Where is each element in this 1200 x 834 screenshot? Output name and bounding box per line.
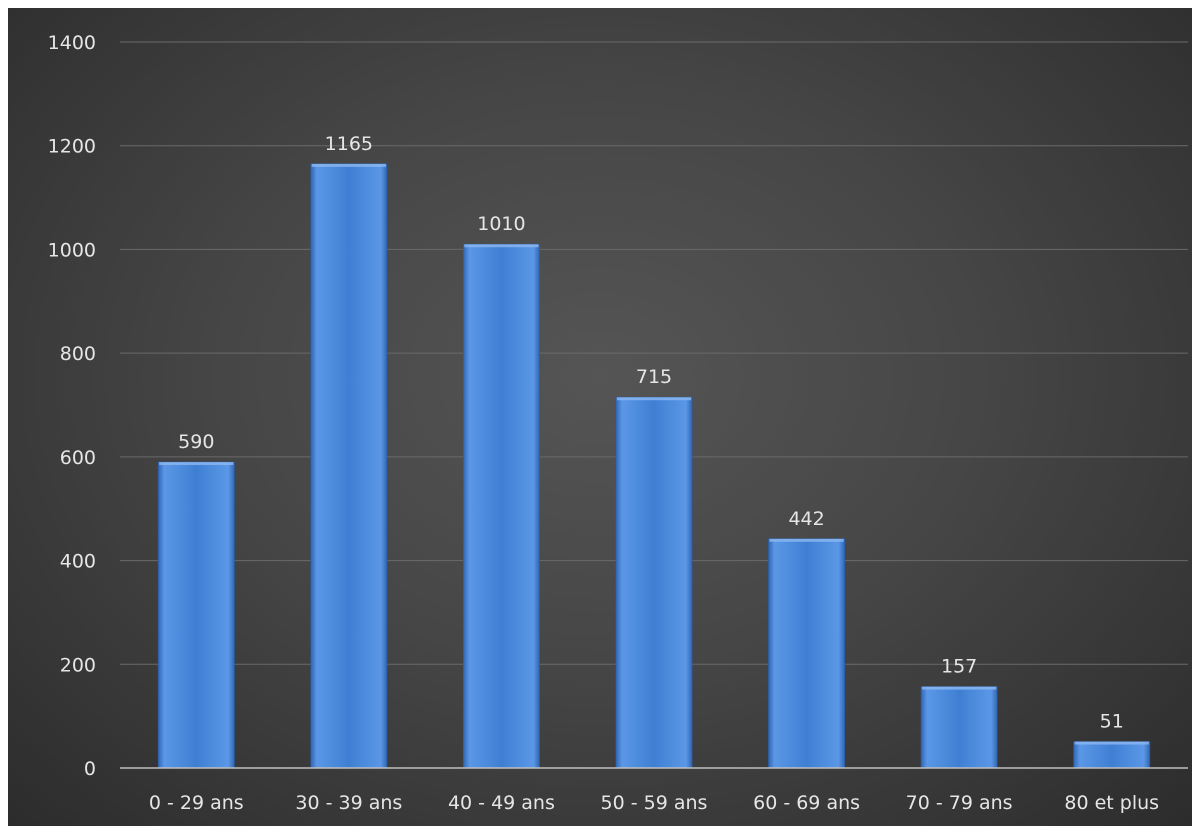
y-tick-label: 200 — [60, 654, 96, 676]
bar-chart: 0 200 400 600 800 1000 1200 1400 590 1165 1010 715… — [48, 32, 1188, 814]
bar — [1073, 741, 1151, 769]
x-category-label: 40 - 49 ans — [448, 792, 555, 814]
y-tick-label: 1000 — [48, 239, 96, 261]
bar-highlight — [464, 244, 539, 248]
bars — [157, 163, 1151, 769]
x-axis-categories: 0 - 29 ans 30 - 39 ans 40 - 49 ans 50 - 59 … — [149, 792, 1159, 814]
bar-highlight — [616, 397, 692, 401]
data-label: 1010 — [477, 213, 525, 235]
data-label: 157 — [941, 656, 977, 678]
x-category-label: 50 - 59 ans — [601, 792, 708, 814]
x-category-label: 70 - 79 ans — [906, 792, 1013, 814]
bar-highlight — [1074, 741, 1149, 745]
y-axis-ticks: 0 200 400 600 800 1000 1200 1400 — [48, 32, 96, 780]
data-label: 715 — [636, 366, 672, 388]
bar — [462, 243, 540, 769]
data-labels: 590 1165 1010 715 442 157 51 — [178, 133, 1124, 733]
bar-highlight — [159, 462, 234, 466]
data-label: 51 — [1100, 711, 1124, 733]
bar — [615, 396, 693, 769]
chart-frame: 0 200 400 600 800 1000 1200 1400 590 1165 1010 715… — [8, 8, 1192, 826]
bar — [157, 461, 235, 769]
y-tick-label: 800 — [60, 343, 96, 365]
bar — [310, 163, 388, 769]
bar-highlight — [769, 538, 844, 542]
x-category-label: 80 et plus — [1064, 792, 1159, 814]
data-label: 590 — [178, 431, 214, 453]
y-tick-label: 1200 — [48, 136, 96, 158]
x-category-label: 30 - 39 ans — [295, 792, 402, 814]
x-category-label: 0 - 29 ans — [149, 792, 244, 814]
y-tick-label: 400 — [60, 551, 96, 573]
y-tick-label: 1400 — [48, 32, 96, 54]
bar-highlight — [311, 163, 386, 167]
bar — [768, 538, 846, 769]
y-tick-label: 600 — [60, 447, 96, 469]
x-category-label: 60 - 69 ans — [753, 792, 860, 814]
data-label: 442 — [788, 508, 824, 530]
bar — [920, 686, 998, 769]
bar-highlight — [922, 686, 997, 690]
y-tick-label: 0 — [84, 758, 96, 780]
data-label: 1165 — [325, 133, 373, 155]
